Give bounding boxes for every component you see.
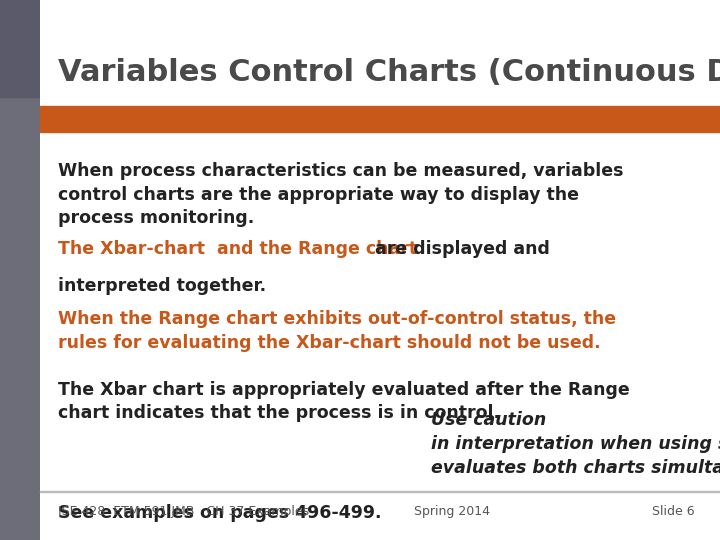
Text: Variables Control Charts (Continuous Data): Variables Control Charts (Continuous Dat…: [58, 58, 720, 87]
Text: Use caution
in interpretation when using statistical software that
evaluates bot: Use caution in interpretation when using…: [431, 411, 720, 477]
Text: The Xbar-chart  and the Range chart: The Xbar-chart and the Range chart: [58, 240, 417, 258]
Text: Spring 2014: Spring 2014: [414, 505, 490, 518]
Text: are displayed and: are displayed and: [369, 240, 550, 258]
Bar: [40, 106, 720, 132]
Text: The Xbar chart is appropriately evaluated after the Range
chart indicates that t: The Xbar chart is appropriately evaluate…: [58, 381, 629, 422]
Bar: [40, 491, 720, 492]
Text: interpreted together.: interpreted together.: [58, 277, 266, 295]
Text: When process characteristics can be measured, variables
control charts are the a: When process characteristics can be meas…: [58, 162, 623, 227]
Bar: [0, 0, 40, 540]
Bar: [0, 0, 202, 97]
Text: See examples on pages 496-499.: See examples on pages 496-499.: [58, 504, 381, 522]
Text: When the Range chart exhibits out-of-control status, the
rules for evaluating th: When the Range chart exhibits out-of-con…: [58, 310, 616, 352]
Text: Slide 6: Slide 6: [652, 505, 694, 518]
Text: ISE 428  ETM 591 JMB   CH 37 Examples: ISE 428 ETM 591 JMB CH 37 Examples: [58, 505, 309, 518]
